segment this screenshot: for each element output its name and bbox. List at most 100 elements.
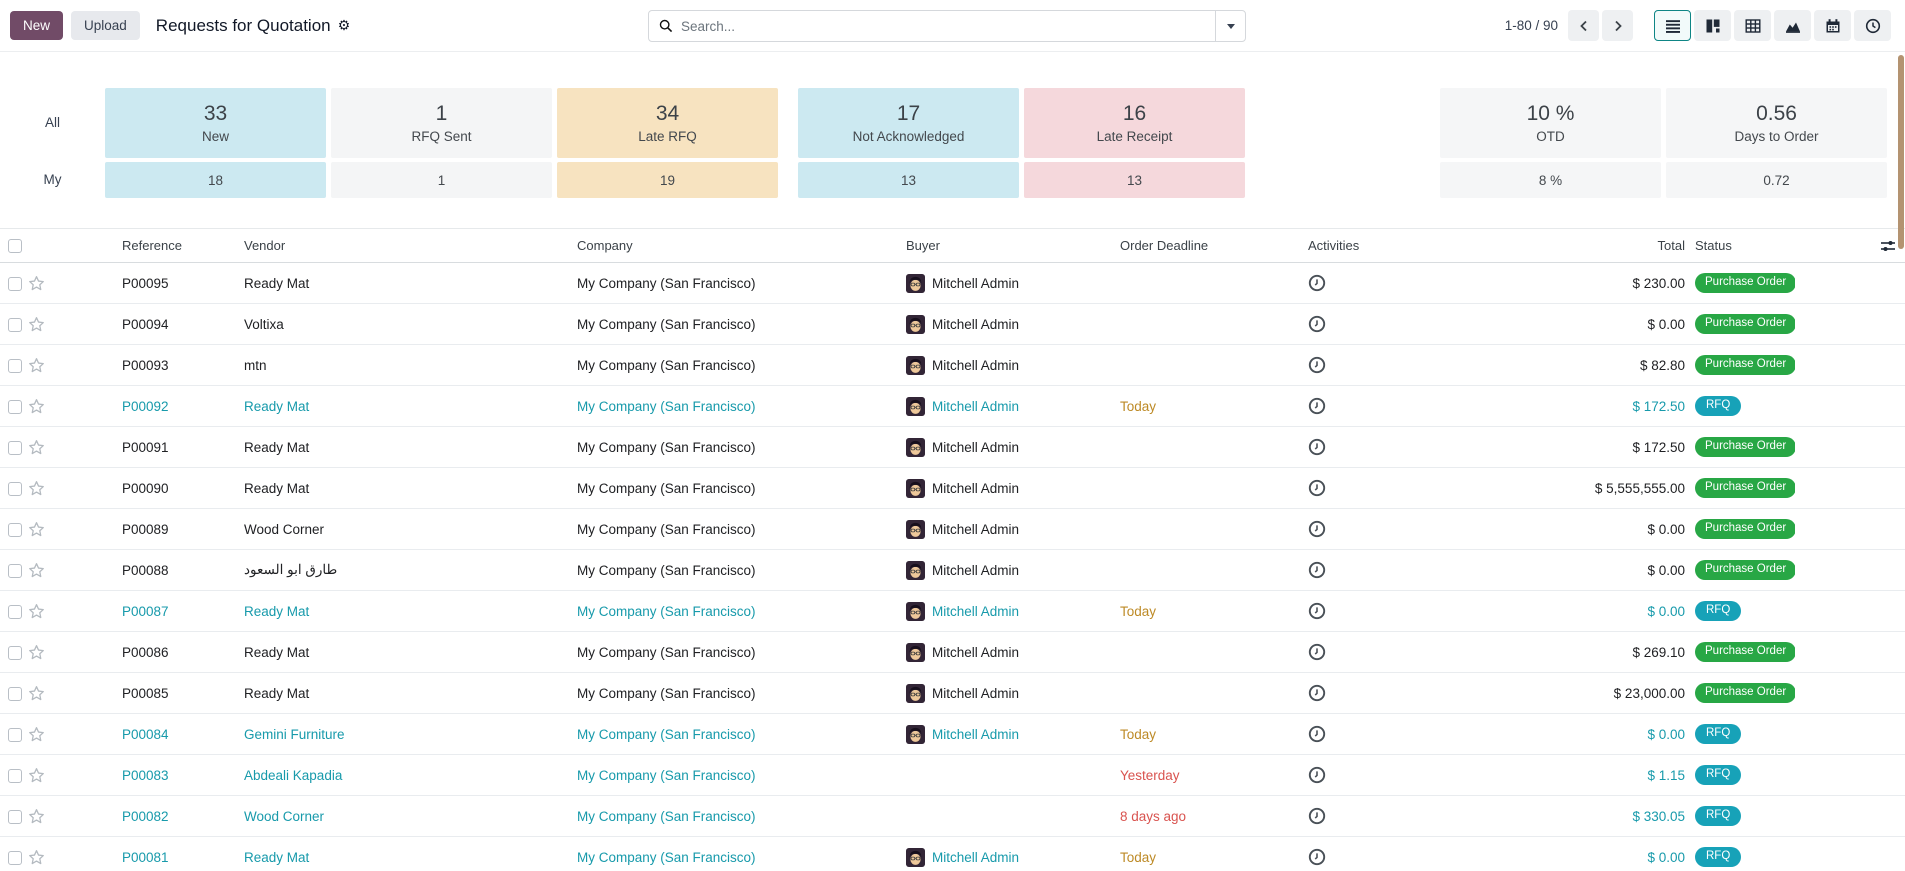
row-checkbox[interactable]: [8, 358, 22, 373]
table-row[interactable]: P00091 Ready Mat My Company (San Francis…: [0, 426, 1905, 468]
kanban-view-button[interactable]: [1694, 10, 1731, 41]
dashboard-card-my-filter[interactable]: 13: [1024, 162, 1245, 198]
optional-columns-sliders-icon[interactable]: [1880, 238, 1896, 254]
table-row[interactable]: P00093 mtn My Company (San Francisco) Mi…: [0, 344, 1905, 386]
favorite-star-icon[interactable]: [28, 398, 45, 415]
search-input[interactable]: [681, 18, 1215, 34]
dashboard-card-my-filter[interactable]: 13: [798, 162, 1019, 198]
activity-clock-icon[interactable]: [1308, 684, 1326, 702]
column-header-total[interactable]: Total: [1473, 228, 1685, 263]
column-header-order-deadline[interactable]: Order Deadline: [1120, 228, 1308, 263]
favorite-star-icon[interactable]: [28, 316, 45, 333]
row-checkbox[interactable]: [8, 481, 22, 496]
table-row[interactable]: P00094 Voltixa My Company (San Francisco…: [0, 303, 1905, 345]
table-row[interactable]: P00095 Ready Mat My Company (San Francis…: [0, 262, 1905, 304]
column-header-company[interactable]: Company: [577, 228, 906, 263]
activity-clock-icon[interactable]: [1308, 356, 1326, 374]
calendar-view-button[interactable]: [1814, 10, 1851, 41]
favorite-star-icon[interactable]: [28, 726, 45, 743]
favorite-star-icon[interactable]: [28, 685, 45, 702]
dashboard-card-my-filter[interactable]: 0.72: [1666, 162, 1887, 198]
activity-clock-icon[interactable]: [1308, 602, 1326, 620]
row-checkbox[interactable]: [8, 276, 22, 291]
activity-clock-icon[interactable]: [1308, 561, 1326, 579]
activity-clock-icon[interactable]: [1308, 520, 1326, 538]
favorite-star-icon[interactable]: [28, 808, 45, 825]
favorite-star-icon[interactable]: [28, 439, 45, 456]
favorite-star-icon[interactable]: [28, 275, 45, 292]
row-checkbox[interactable]: [8, 850, 22, 865]
activity-clock-icon[interactable]: [1308, 766, 1326, 784]
row-checkbox[interactable]: [8, 317, 22, 332]
pager-next-button[interactable]: [1602, 10, 1633, 41]
dashboard-card-all-filter[interactable]: 34 Late RFQ: [557, 88, 778, 158]
table-row[interactable]: P00092 Ready Mat My Company (San Francis…: [0, 385, 1905, 427]
row-checkbox[interactable]: [8, 563, 22, 578]
table-row[interactable]: P00085 Ready Mat My Company (San Francis…: [0, 672, 1905, 714]
favorite-star-icon[interactable]: [28, 480, 45, 497]
table-row[interactable]: P00087 Ready Mat My Company (San Francis…: [0, 590, 1905, 632]
dashboard-card-my-filter[interactable]: 19: [557, 162, 778, 198]
row-checkbox[interactable]: [8, 399, 22, 414]
dashboard-card-my-filter[interactable]: 18: [105, 162, 326, 198]
dashboard-card-all-filter[interactable]: 16 Late Receipt: [1024, 88, 1245, 158]
row-checkbox[interactable]: [8, 768, 22, 783]
new-button[interactable]: New: [10, 11, 64, 40]
actions-gear-icon[interactable]: ⚙: [337, 17, 351, 34]
activity-clock-icon[interactable]: [1308, 315, 1326, 333]
column-header-reference[interactable]: Reference: [62, 228, 244, 263]
favorite-star-icon[interactable]: [28, 603, 45, 620]
row-checkbox[interactable]: [8, 809, 22, 824]
upload-button[interactable]: Upload: [71, 11, 140, 40]
favorite-star-icon[interactable]: [28, 849, 45, 866]
activity-clock-icon[interactable]: [1308, 643, 1326, 661]
table-row[interactable]: P00089 Wood Corner My Company (San Franc…: [0, 508, 1905, 550]
activity-clock-icon[interactable]: [1308, 397, 1326, 415]
column-header-buyer[interactable]: Buyer: [906, 228, 1120, 263]
select-all-checkbox[interactable]: [8, 239, 22, 254]
table-row[interactable]: P00090 Ready Mat My Company (San Francis…: [0, 467, 1905, 509]
list-view-button[interactable]: [1654, 10, 1691, 41]
table-row[interactable]: P00086 Ready Mat My Company (San Francis…: [0, 631, 1905, 673]
favorite-star-icon[interactable]: [28, 644, 45, 661]
activity-clock-icon[interactable]: [1308, 725, 1326, 743]
table-row[interactable]: P00088 طارق ابو السعود My Company (San F…: [0, 549, 1905, 591]
table-row[interactable]: P00084 Gemini Furniture My Company (San …: [0, 713, 1905, 755]
pivot-view-button[interactable]: [1734, 10, 1771, 41]
column-header-activities[interactable]: Activities: [1308, 228, 1473, 263]
graph-view-button[interactable]: [1774, 10, 1811, 41]
pager-previous-button[interactable]: [1568, 10, 1599, 41]
activity-clock-icon[interactable]: [1308, 848, 1326, 866]
table-row[interactable]: P00083 Abdeali Kapadia My Company (San F…: [0, 754, 1905, 796]
activity-clock-icon[interactable]: [1308, 438, 1326, 456]
dashboard-card-all-filter[interactable]: 0.56 Days to Order: [1666, 88, 1887, 158]
row-checkbox[interactable]: [8, 604, 22, 619]
row-checkbox[interactable]: [8, 727, 22, 742]
row-checkbox[interactable]: [8, 686, 22, 701]
table-row[interactable]: P00081 Ready Mat My Company (San Francis…: [0, 836, 1905, 871]
column-header-vendor[interactable]: Vendor: [244, 228, 577, 263]
dashboard-card-my-filter[interactable]: 1: [331, 162, 552, 198]
dashboard-card-all-filter[interactable]: 1 RFQ Sent: [331, 88, 552, 158]
pager-range[interactable]: 1-80 / 90: [1504, 18, 1558, 33]
favorite-star-icon[interactable]: [28, 767, 45, 784]
table-row[interactable]: P00082 Wood Corner My Company (San Franc…: [0, 795, 1905, 837]
favorite-star-icon[interactable]: [28, 562, 45, 579]
row-checkbox[interactable]: [8, 645, 22, 660]
row-checkbox[interactable]: [8, 440, 22, 455]
scrollbar-thumb[interactable]: [1898, 55, 1904, 249]
activity-view-button[interactable]: [1854, 10, 1891, 41]
column-header-status[interactable]: Status: [1685, 228, 1795, 263]
activity-clock-icon[interactable]: [1308, 274, 1326, 292]
dashboard-card-all-filter[interactable]: 17 Not Acknowledged: [798, 88, 1019, 158]
row-checkbox[interactable]: [8, 522, 22, 537]
favorite-star-icon[interactable]: [28, 357, 45, 374]
favorite-star-icon[interactable]: [28, 521, 45, 538]
dashboard-card-all-filter[interactable]: 33 New: [105, 88, 326, 158]
search-dropdown-toggle[interactable]: [1215, 11, 1245, 41]
activity-clock-icon[interactable]: [1308, 479, 1326, 497]
dashboard-card-all-filter[interactable]: 10 % OTD: [1440, 88, 1661, 158]
dashboard-card-my-filter[interactable]: 8 %: [1440, 162, 1661, 198]
card-all-value: 33: [203, 102, 228, 125]
activity-clock-icon[interactable]: [1308, 807, 1326, 825]
